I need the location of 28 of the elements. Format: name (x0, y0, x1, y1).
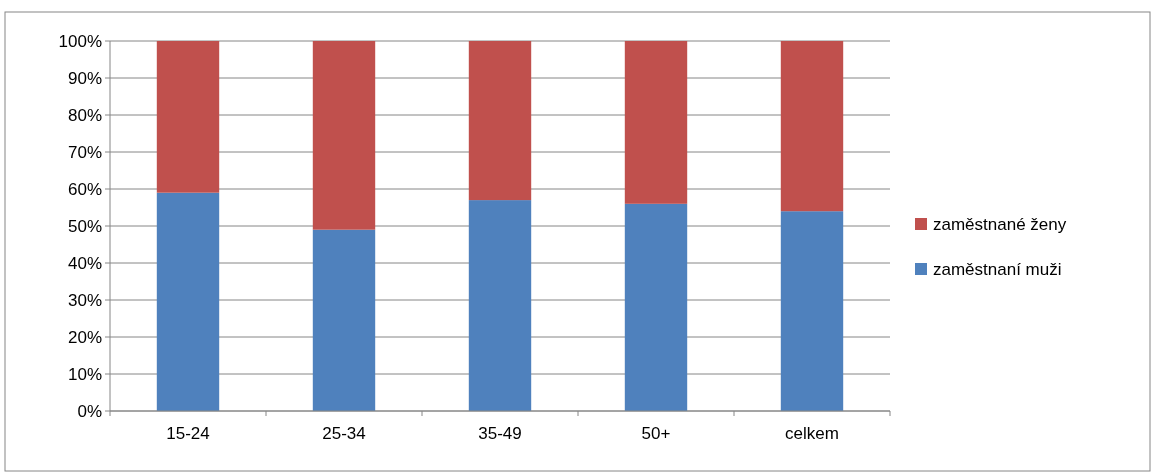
bar (312, 229, 376, 411)
legend-label: zaměstnané ženy (933, 214, 1067, 234)
bar (468, 200, 532, 411)
y-tick-label: 20% (67, 327, 102, 347)
bar (624, 41, 688, 204)
x-tick-label: 35-49 (478, 424, 522, 443)
y-tick-label: 90% (67, 68, 102, 88)
bar (156, 41, 220, 193)
bar (468, 41, 532, 201)
bar (312, 41, 376, 230)
y-tick-label: 80% (67, 105, 102, 125)
x-tick-label: celkem (785, 424, 839, 443)
y-tick-label: 10% (67, 364, 102, 384)
y-tick-label: 40% (67, 253, 102, 273)
x-tick-label: 25-34 (322, 424, 366, 443)
y-tick-label: 70% (67, 142, 102, 162)
legend-label: zaměstnaní muži (933, 259, 1062, 279)
y-tick-label: 100% (58, 31, 102, 51)
x-tick-label: 50+ (641, 424, 671, 443)
y-tick-label: 0% (77, 401, 102, 421)
y-tick-label: 60% (67, 179, 102, 199)
bar (624, 203, 688, 411)
bar (156, 192, 220, 411)
bar (780, 211, 844, 411)
y-tick-label: 30% (67, 290, 102, 310)
x-tick-label: 15-24 (166, 424, 210, 443)
y-tick-label: 50% (67, 216, 102, 236)
bar (780, 41, 844, 212)
